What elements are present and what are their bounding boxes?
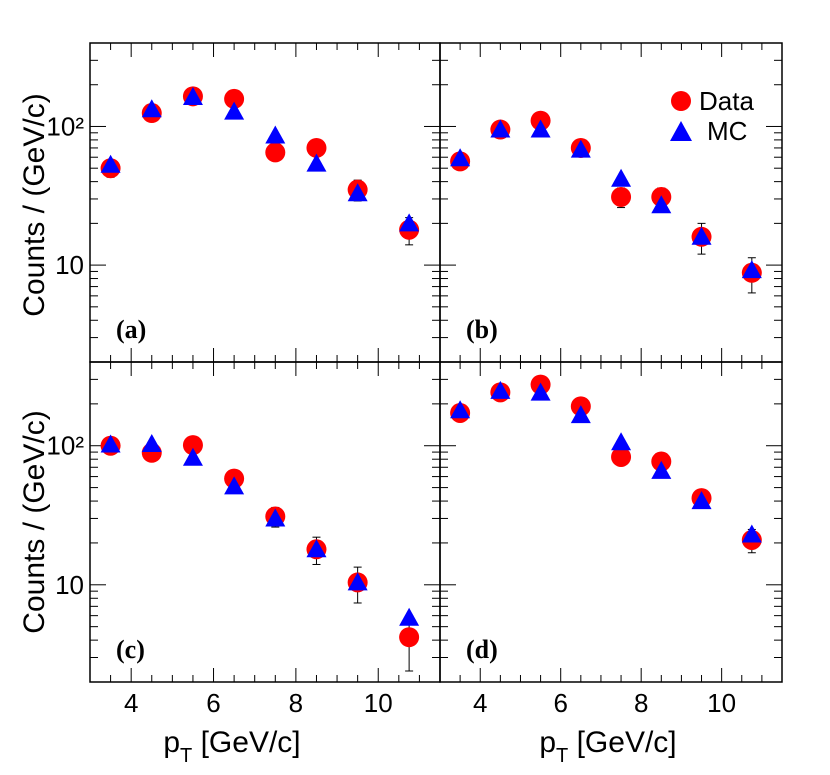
mc-point	[691, 491, 712, 510]
series-mc	[450, 119, 762, 279]
x-tick-label: 6	[553, 688, 567, 718]
data-point	[611, 186, 632, 207]
mc-point	[651, 460, 672, 479]
panel-frame	[89, 361, 441, 683]
mc-point	[530, 382, 551, 401]
data-point	[224, 88, 245, 109]
legend-mc-marker	[670, 121, 692, 141]
mc-point	[347, 183, 368, 202]
mc-point	[182, 447, 203, 466]
mc-point	[306, 153, 327, 172]
panel-label: (b)	[466, 315, 498, 344]
panel-label: (d)	[466, 635, 498, 664]
mc-point	[691, 226, 712, 245]
legend-data-marker	[671, 91, 691, 111]
mc-point	[741, 524, 762, 543]
panel-b: (b)	[439, 42, 783, 363]
mc-point	[450, 148, 471, 167]
mc-point	[490, 380, 511, 399]
mc-point	[141, 433, 162, 452]
x-tick-label: 4	[124, 688, 138, 718]
series-data	[450, 374, 762, 554]
mc-point	[530, 119, 551, 138]
x-tick-label: 10	[364, 688, 393, 718]
mc-point	[347, 572, 368, 591]
mc-point	[100, 434, 121, 453]
data-point	[611, 446, 632, 467]
mc-point	[651, 195, 672, 214]
mc-point	[224, 476, 245, 495]
x-tick-label: 4	[473, 688, 487, 718]
panel-label: (a)	[116, 315, 146, 344]
panel-frame	[439, 361, 783, 683]
mc-point	[399, 213, 420, 232]
series-mc	[450, 380, 762, 543]
mc-point	[450, 400, 471, 419]
data-point	[265, 142, 286, 163]
mc-point	[141, 99, 162, 118]
y-axis-label-bottom: Counts / (GeV/c)	[18, 410, 51, 633]
data-point	[306, 137, 327, 158]
mc-point	[741, 260, 762, 279]
panel-d: 4 6 8 10 (d)	[439, 361, 783, 718]
legend: Data MC	[670, 86, 754, 146]
mc-point	[306, 539, 327, 558]
mc-point	[265, 508, 286, 527]
mc-point	[265, 125, 286, 144]
x-tick-label: 10	[707, 688, 736, 718]
data-point	[182, 435, 203, 456]
panel-c: 10 10² 4 6 8 10 (c)	[46, 361, 441, 718]
x-tick-label: 6	[206, 688, 220, 718]
panel-label: (c)	[116, 635, 145, 664]
panel-a: 10 10² (a)	[46, 42, 441, 363]
panels-group: 10 10² (a) (b) 10 10² 4 6 8 10 (c) 4 6 8 10 (d)	[46, 42, 783, 718]
legend-mc-label: MC	[707, 116, 747, 146]
mc-point	[100, 154, 121, 173]
x-tick-label: 8	[289, 688, 303, 718]
y-tick-label: 10	[55, 250, 84, 280]
axis-labels: Counts / (GeV/c) Counts / (GeV/c) pT [Ge…	[18, 93, 677, 767]
series-mc	[100, 87, 420, 232]
mc-point	[490, 119, 511, 138]
y-tick-label: 10²	[46, 111, 84, 141]
mc-point	[224, 101, 245, 120]
y-tick-label: 10	[55, 570, 84, 600]
data-point	[399, 627, 420, 648]
series-data	[100, 435, 420, 672]
mc-point	[611, 168, 632, 187]
legend-data-label: Data	[699, 86, 754, 116]
y-tick-label: 10²	[46, 431, 84, 461]
x-axis-label-left: pT [GeV/c]	[163, 726, 300, 767]
mc-point	[182, 87, 203, 106]
y-axis-label-top: Counts / (GeV/c)	[18, 93, 51, 316]
series-mc	[100, 433, 420, 626]
x-tick-label: 8	[634, 688, 648, 718]
mc-point	[570, 405, 591, 424]
x-axis-label-right: pT [GeV/c]	[539, 726, 676, 767]
mc-point	[570, 139, 591, 158]
mc-point	[399, 607, 420, 626]
mc-point	[611, 432, 632, 451]
